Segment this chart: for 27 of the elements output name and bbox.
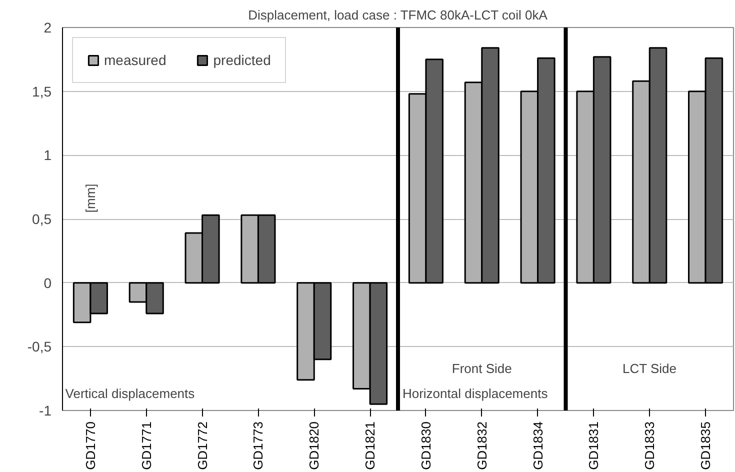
y-tick-label: -0,5: [27, 338, 52, 355]
y-tick-label: -1: [39, 402, 52, 418]
chart-title: Displacement, load case : TFMC 80kA-LCT coil 0kA: [248, 8, 548, 22]
x-tick-label: GD1770: [82, 422, 98, 470]
x-tick-label: GD1830: [418, 422, 434, 470]
annotation: LCT Side: [622, 361, 676, 376]
annotation: Front Side: [452, 361, 512, 376]
x-tick-label: GD1821: [362, 422, 378, 470]
y-axis-title: [mm]: [82, 184, 98, 213]
x-tick-label: GD1820: [306, 422, 322, 470]
y-tick-label: 1: [44, 147, 52, 164]
x-tick-label: GD1831: [586, 422, 602, 470]
x-tick-label: GD1835: [698, 422, 714, 470]
y-tick-label: 0,5: [32, 211, 52, 227]
x-tick-label: GD1833: [642, 422, 658, 470]
y-tick-label: 1,5: [32, 83, 52, 100]
x-tick-label: GD1772: [194, 422, 210, 470]
legend-label: predicted: [213, 52, 271, 68]
y-tick-label: 2: [44, 20, 52, 36]
x-tick-label: GD1773: [250, 422, 266, 470]
x-tick-label: GD1834: [530, 422, 546, 470]
x-tick-label: GD1832: [474, 422, 490, 470]
annotation: Horizontal displacements: [402, 386, 548, 401]
x-tick-label: GD1771: [138, 422, 154, 470]
y-tick-label: 0: [44, 274, 52, 291]
annotation: Vertical displacements: [65, 386, 196, 401]
legend-label: measured: [104, 52, 166, 68]
